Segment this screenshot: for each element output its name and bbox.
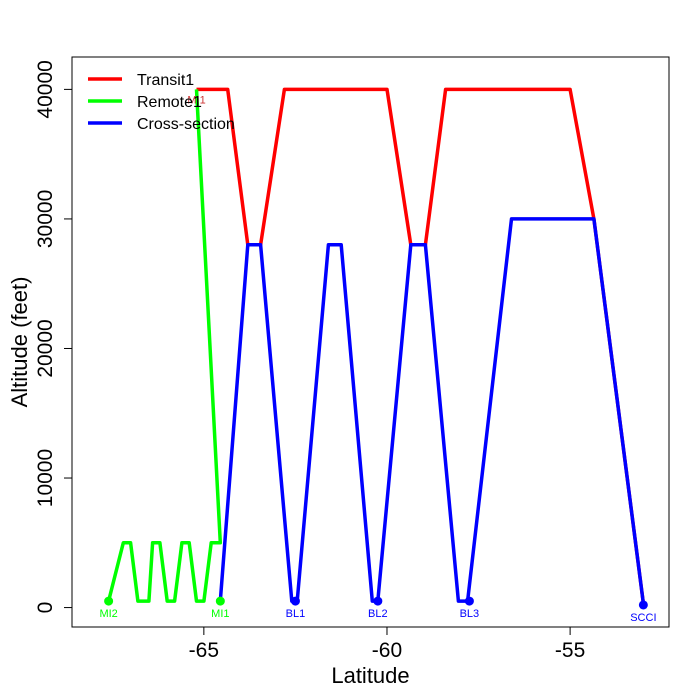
series-line-transit1 — [196, 87, 646, 604]
x-tick-label: -65 — [189, 639, 219, 662]
point-label-bl1: BL1 — [286, 608, 306, 620]
y-tick-label: 20000 — [34, 319, 57, 377]
point-mi1 — [215, 596, 225, 606]
series-line-remote1 — [106, 89, 223, 603]
x-tick-label: -60 — [372, 639, 402, 662]
point-bl1 — [290, 596, 300, 606]
y-tick-label: 10000 — [34, 449, 57, 507]
point-label-bl3: BL3 — [460, 608, 480, 620]
series-layer — [106, 87, 646, 604]
point-label-mi1: MI1 — [211, 608, 229, 620]
point-bl2 — [373, 596, 383, 606]
x-axis-label: Latitude — [331, 663, 409, 688]
annotation-mi1: MI1 — [187, 94, 205, 106]
legend-label-remote1: Remote1 — [137, 94, 202, 111]
point-label-bl2: BL2 — [368, 608, 388, 620]
plot-frame — [71, 56, 670, 628]
point-mi2 — [104, 596, 114, 606]
x-axis: -65 -60 -55 — [189, 627, 585, 662]
series-line-cross-section — [218, 217, 646, 604]
points-layer: MI2 MI1 BL1 BL2 BL3 SCCI — [99, 596, 657, 624]
point-label-scci: SCCI — [630, 612, 656, 624]
legend-label-transit1: Transit1 — [137, 72, 194, 89]
legend: Transit1 Remote1 Cross-section — [88, 72, 235, 133]
point-bl3 — [464, 596, 474, 606]
point-scci — [638, 600, 648, 610]
point-label-mi2: MI2 — [99, 608, 117, 620]
y-tick-label: 40000 — [34, 60, 57, 118]
y-axis-label: Altitude (feet) — [7, 277, 32, 408]
x-tick-label: -55 — [555, 639, 585, 662]
annotation-layer: MI1 — [187, 94, 205, 106]
y-tick-label: 0 — [34, 602, 57, 614]
y-tick-label: 30000 — [34, 190, 57, 248]
legend-label-cross-section: Cross-section — [137, 116, 235, 133]
y-axis: 0 10000 20000 30000 40000 — [34, 60, 72, 613]
